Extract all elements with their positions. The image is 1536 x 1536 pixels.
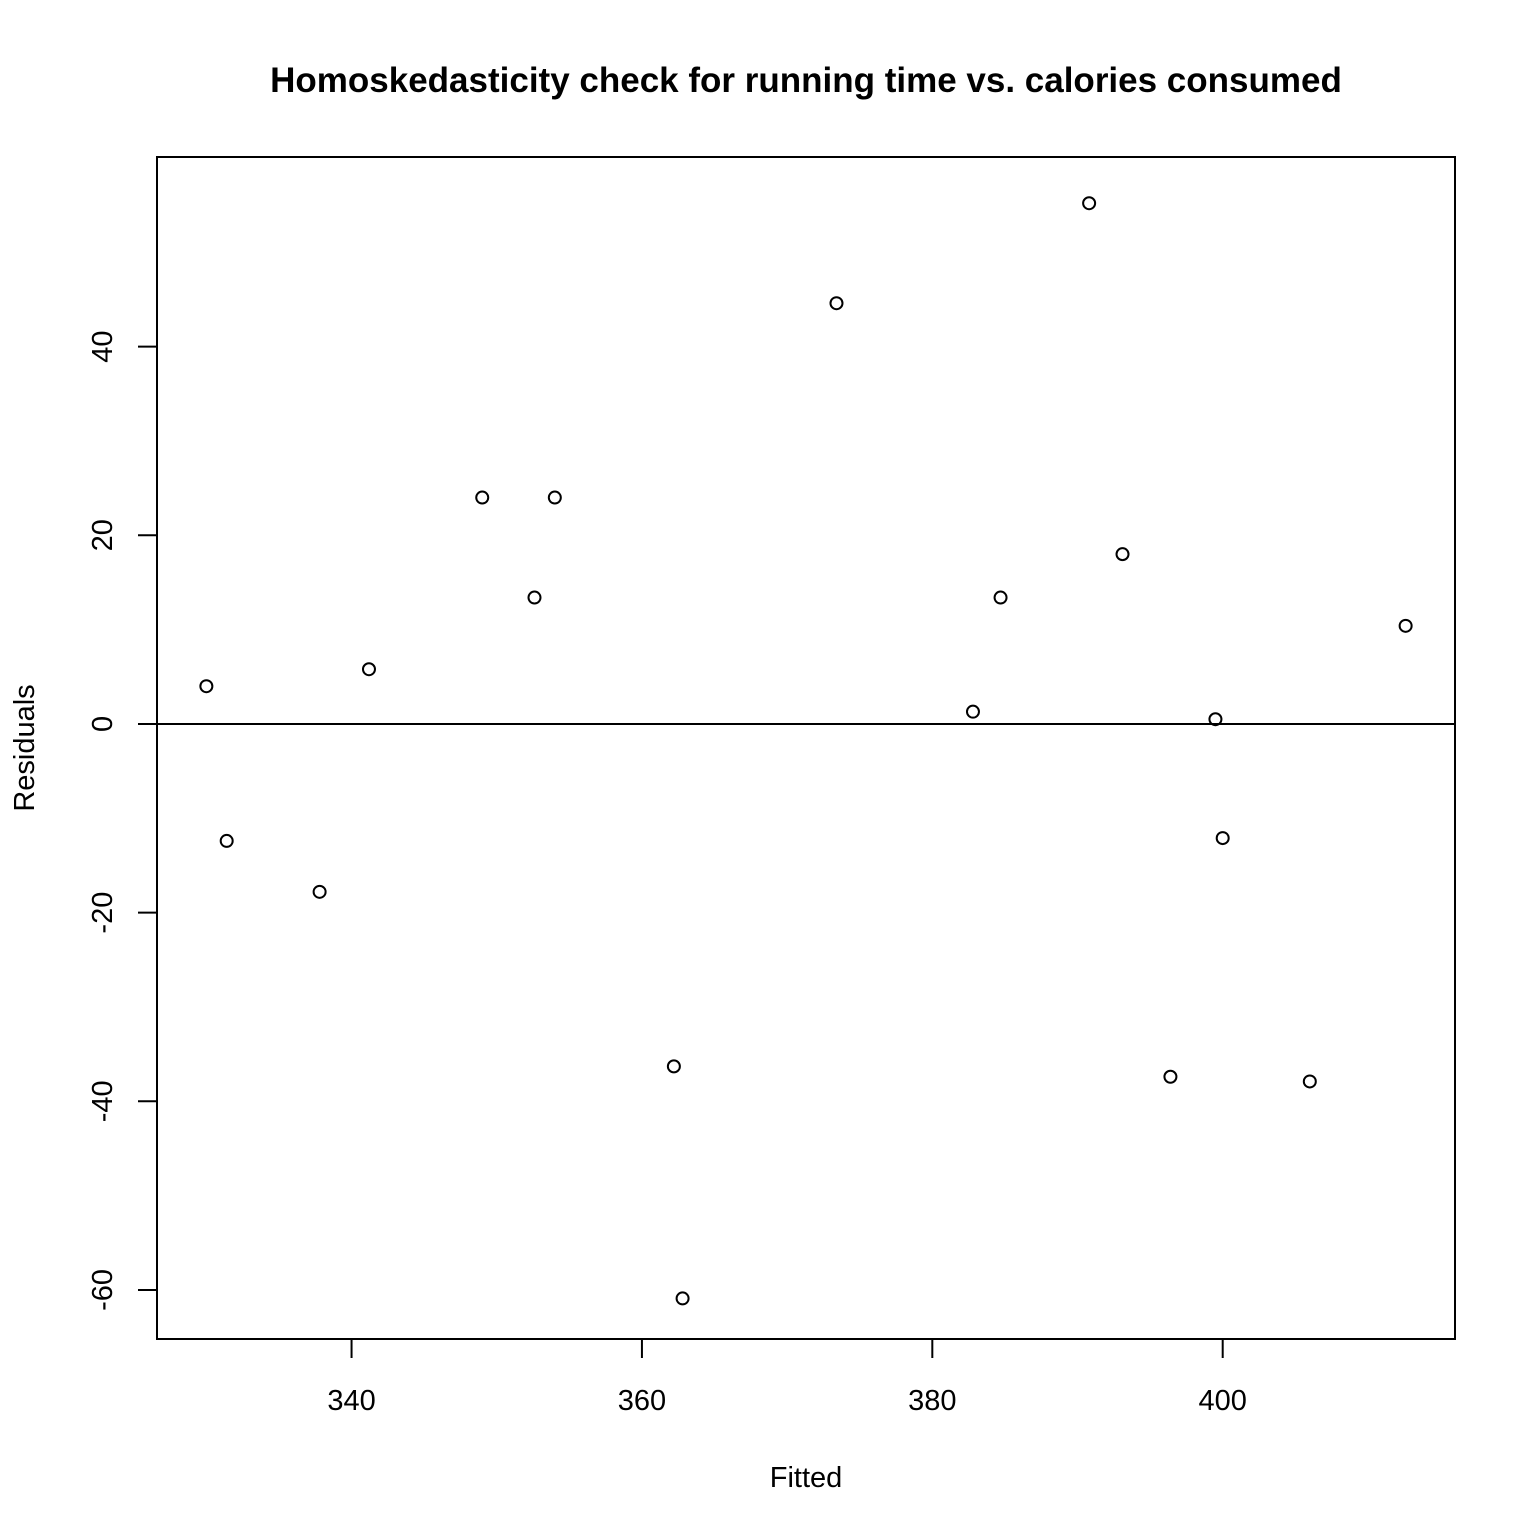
x-axis-label: Fitted: [770, 1462, 843, 1494]
chart-title: Homoskedasticity check for running time …: [270, 61, 1342, 100]
y-tick-label: 20: [87, 519, 119, 551]
y-tick-label: 0: [87, 716, 119, 732]
y-tick-label: -40: [87, 1080, 119, 1122]
scatter-point: [1208, 712, 1223, 727]
scatter-point: [993, 590, 1008, 605]
y-tick-label: 40: [87, 330, 119, 362]
scatter-point: [1302, 1074, 1317, 1089]
y-tick-label: -60: [87, 1269, 119, 1311]
scatter-point: [1163, 1069, 1178, 1084]
x-tick-label: 340: [327, 1385, 375, 1417]
scatter-point: [312, 884, 327, 899]
scatter-point: [219, 833, 234, 848]
scatter-point: [475, 490, 490, 505]
scatter-point: [675, 1291, 690, 1306]
scatter-point: [1398, 618, 1413, 633]
scatter-point: [829, 296, 844, 311]
scatter-point: [1215, 831, 1230, 846]
scatter-point: [361, 662, 376, 677]
x-tick-label: 360: [618, 1385, 666, 1417]
x-tick-label: 400: [1199, 1385, 1247, 1417]
x-axis: 340 360 380 400: [327, 1338, 1247, 1417]
y-axis: -60 -40 -20 0 20 40: [87, 330, 158, 1311]
y-tick-label: -20: [87, 892, 119, 934]
scatter-points: [199, 196, 1413, 1306]
scatter-point: [199, 679, 214, 694]
scatter-point: [1082, 196, 1097, 211]
scatter-point: [527, 590, 542, 605]
x-tick-label: 380: [908, 1385, 956, 1417]
scatter-point: [547, 490, 562, 505]
y-axis-label: Residuals: [9, 684, 41, 811]
scatter-point: [965, 704, 980, 719]
scatter-point: [666, 1059, 681, 1074]
scatter-point: [1115, 547, 1130, 562]
